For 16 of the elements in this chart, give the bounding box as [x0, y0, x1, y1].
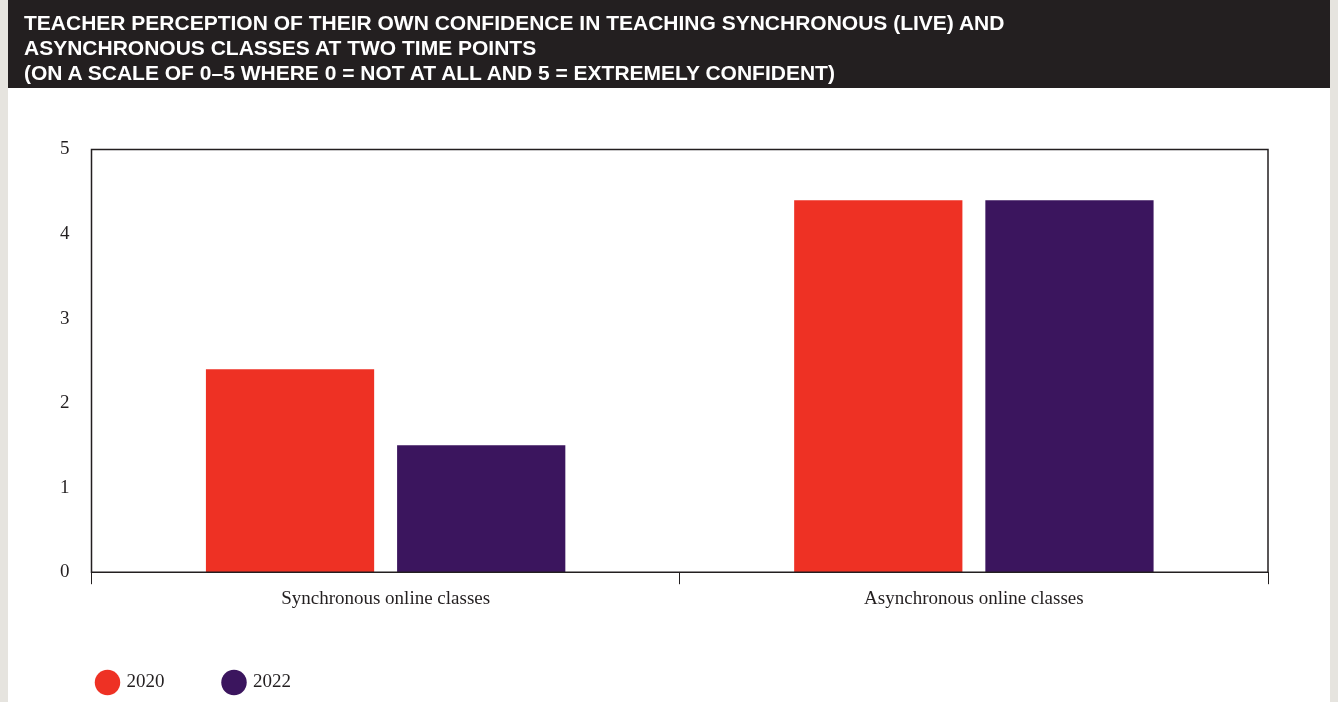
y-tick-label: 4 — [60, 221, 70, 243]
y-tick-label: 0 — [60, 560, 70, 582]
x-tick-label: Asynchronous online classes — [864, 586, 1084, 608]
y-tick-label: 1 — [60, 475, 70, 497]
y-tick-label: 5 — [60, 137, 70, 159]
x-tick-label: Synchronous online classes — [281, 586, 491, 608]
bar — [985, 200, 1154, 573]
y-tick-label: 3 — [60, 306, 70, 328]
chart-title: TEACHER PERCEPTION OF THEIR OWN CONFIDENCE IN TEACHING SYNCHRONOUS (LIVE) AND ASYNCHRONOUS CLASSES AT TWO TIME POINTS — [24, 10, 1006, 60]
y-tick-label: 2 — [60, 391, 70, 413]
bar — [794, 200, 963, 573]
bar — [397, 445, 566, 573]
legend-label: 2022 — [253, 670, 291, 692]
legend-label: 2020 — [126, 670, 165, 692]
chart-subtitle: (ON A SCALE OF 0–5 WHERE 0 = NOT AT ALL AND 5 = EXTREMELY CONFIDENT) — [24, 60, 836, 85]
bar — [205, 369, 375, 573]
